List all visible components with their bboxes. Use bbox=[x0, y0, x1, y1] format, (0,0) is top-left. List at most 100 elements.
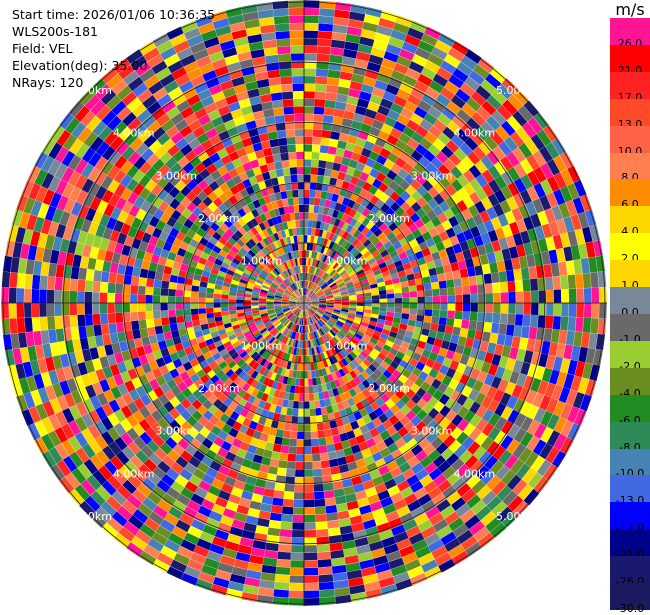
velocity-gate bbox=[276, 31, 290, 39]
velocity-gate bbox=[295, 137, 304, 144]
velocity-gate bbox=[588, 257, 597, 273]
velocity-gate bbox=[309, 401, 315, 409]
velocity-gate bbox=[521, 326, 530, 338]
velocity-gate bbox=[588, 333, 597, 349]
velocity-gate bbox=[439, 317, 447, 325]
velocity-gate bbox=[316, 529, 328, 537]
velocity-gate bbox=[168, 303, 175, 310]
velocity-gate bbox=[277, 559, 291, 567]
velocity-gate bbox=[273, 597, 289, 605]
velocity-gate bbox=[274, 436, 282, 444]
colorbar-unit-label: m/s bbox=[612, 0, 648, 19]
velocity-gate bbox=[9, 288, 17, 303]
velocity-gate bbox=[325, 100, 336, 109]
velocity-gate bbox=[270, 85, 282, 94]
velocity-gate bbox=[288, 454, 297, 462]
velocity-gate bbox=[295, 469, 304, 476]
velocity-gate bbox=[445, 326, 454, 335]
velocity-gate bbox=[3, 334, 12, 350]
velocity-gate bbox=[206, 298, 213, 303]
velocity-gate bbox=[387, 294, 395, 299]
velocity-gate bbox=[484, 273, 492, 283]
velocity-gate bbox=[319, 589, 335, 597]
velocity-gate bbox=[298, 190, 304, 197]
velocity-gate bbox=[293, 401, 299, 409]
velocity-gate bbox=[485, 313, 493, 323]
velocity-gate bbox=[372, 295, 380, 299]
velocity-gate bbox=[291, 53, 304, 61]
velocity-gate bbox=[554, 290, 562, 303]
velocity-gate bbox=[455, 311, 463, 320]
velocity-gate bbox=[452, 327, 461, 336]
velocity-gate bbox=[275, 483, 285, 491]
velocity-gate bbox=[330, 47, 344, 56]
velocity-gate bbox=[304, 0, 320, 8]
velocity-gate bbox=[273, 444, 282, 453]
velocity-gate bbox=[410, 303, 417, 309]
velocity-gate bbox=[334, 9, 350, 18]
velocity-gate bbox=[298, 409, 304, 416]
velocity-gate bbox=[54, 303, 62, 316]
velocity-gate bbox=[168, 289, 176, 296]
velocity-gate bbox=[417, 303, 424, 309]
velocity-gate bbox=[379, 294, 387, 299]
velocity-gate bbox=[169, 317, 177, 325]
velocity-gate bbox=[261, 140, 271, 149]
velocity-gate bbox=[263, 557, 277, 566]
velocity-gate bbox=[304, 462, 313, 469]
elevation-label: Elevation(deg): 35.00 bbox=[12, 57, 215, 74]
velocity-gate bbox=[318, 574, 333, 582]
velocity-gate bbox=[394, 308, 402, 313]
velocity-gate bbox=[330, 550, 344, 559]
velocity-gate bbox=[267, 527, 280, 536]
velocity-gate bbox=[170, 275, 178, 283]
velocity-gate bbox=[92, 303, 100, 314]
velocity-gate bbox=[304, 137, 313, 144]
velocity-gate bbox=[93, 325, 102, 337]
velocity-gate bbox=[446, 279, 454, 287]
velocity-gate bbox=[1, 287, 9, 303]
velocity-gate bbox=[325, 436, 333, 444]
velocity-gate bbox=[284, 484, 294, 492]
velocity-gate bbox=[270, 459, 280, 468]
velocity-gate bbox=[372, 303, 379, 307]
velocity-gate bbox=[317, 54, 330, 62]
velocity-gate bbox=[47, 303, 55, 316]
velocity-gate bbox=[543, 328, 552, 342]
velocity-gate bbox=[287, 144, 296, 152]
velocity-gate bbox=[259, 580, 274, 589]
velocity-gate bbox=[149, 335, 158, 344]
velocity-gate bbox=[39, 303, 47, 317]
velocity-gate bbox=[440, 303, 447, 310]
velocity-gate bbox=[560, 316, 568, 330]
velocity-gate bbox=[289, 590, 304, 598]
velocity-gate bbox=[575, 317, 583, 332]
velocity-gate bbox=[277, 468, 287, 476]
velocity-gate bbox=[504, 335, 513, 347]
velocity-gate bbox=[47, 316, 55, 330]
range-ring-label: 1.00km bbox=[326, 254, 368, 267]
velocity-gate bbox=[521, 267, 530, 279]
velocity-gate bbox=[206, 303, 213, 308]
velocity-gate bbox=[280, 529, 292, 537]
velocity-gate bbox=[318, 31, 332, 39]
velocity-gate bbox=[522, 279, 530, 291]
velocity-gate bbox=[18, 258, 27, 273]
velocity-gate bbox=[102, 261, 111, 272]
velocity-gate bbox=[312, 137, 321, 145]
velocity-gate bbox=[138, 286, 146, 295]
velocity-gate bbox=[301, 250, 304, 257]
velocity-gate bbox=[33, 331, 42, 346]
velocity-gate bbox=[553, 316, 561, 330]
velocity-gate bbox=[251, 303, 258, 306]
velocity-gate bbox=[299, 386, 304, 393]
velocity-gate bbox=[599, 287, 607, 303]
velocity-gate bbox=[145, 295, 152, 303]
velocity-gate bbox=[288, 598, 304, 606]
velocity-gate bbox=[335, 101, 346, 110]
velocity-gate bbox=[280, 153, 288, 161]
velocity-gate bbox=[304, 545, 317, 553]
velocity-gate bbox=[138, 294, 145, 303]
velocity-gate bbox=[294, 205, 299, 213]
velocity-gate bbox=[290, 575, 304, 583]
